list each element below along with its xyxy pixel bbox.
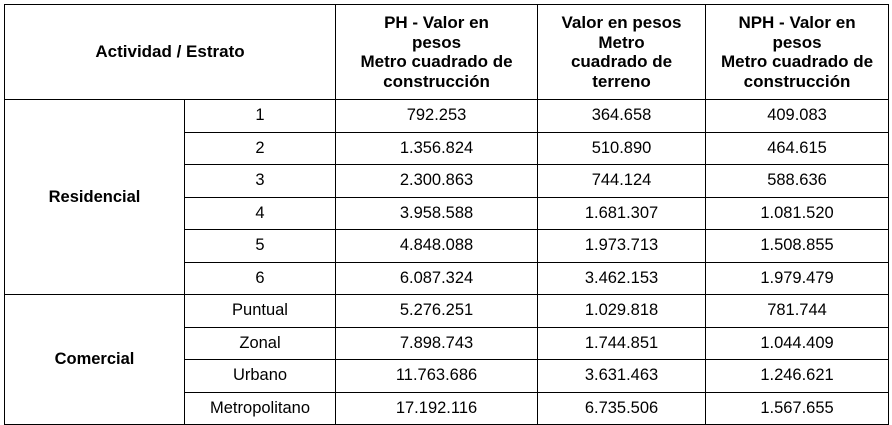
ph-value-cell: 17.192.116 (335, 391, 539, 425)
header-terreno-line: Metro (598, 32, 645, 52)
header-nph-valor-construccion: NPH - Valor en pesos Metro cuadrado de c… (705, 4, 890, 100)
nph-value-cell: 464.615 (705, 131, 890, 165)
header-terreno-line: Valor en pesos (561, 13, 682, 32)
table-row: 3 2.300.863 744.124 588.636 (5, 164, 890, 198)
terreno-value-cell: 364.658 (537, 99, 707, 133)
ph-value-cell: 6.087.324 (335, 261, 539, 295)
header-ph-line: PH - Valor en (384, 13, 489, 32)
table-row: Comercial Puntual 5.276.251 1.029.818 78… (4, 294, 890, 425)
terreno-value-cell: 1.029.818 (537, 294, 707, 328)
terreno-value-cell: 6.735.506 (537, 391, 707, 425)
estrato-cell: 3 (183, 164, 337, 198)
header-ph-line: pesos (411, 32, 462, 52)
estrato-cell: 6 (183, 261, 337, 295)
nph-value-cell: 1.508.855 (705, 229, 890, 263)
header-ph-line: construcción (383, 71, 490, 91)
header-nph-line: NPH - Valor en (738, 13, 856, 32)
nph-value-cell: 588.636 (705, 164, 890, 198)
estrato-cell: 5 (183, 229, 337, 263)
table-row: 4 3.958.588 1.681.307 1.081.520 (5, 196, 890, 230)
header-nph-line: Metro cuadrado de (720, 52, 874, 71)
estrato-cell: Urbano (183, 359, 337, 393)
terreno-value-cell: 3.462.153 (537, 261, 707, 295)
estrato-cell: Zonal (183, 326, 337, 360)
estrato-cell: Puntual (183, 294, 337, 328)
header-terreno-line: cuadrado de (570, 52, 673, 71)
table-row: Metropolitano 17.192.116 6.735.506 1.567… (5, 391, 890, 425)
nph-value-cell: 1.246.621 (705, 359, 890, 393)
table-row: Urbano 11.763.686 3.631.463 1.246.621 (5, 359, 890, 393)
header-actividad-estrato: Actividad / Estrato (3, 4, 337, 100)
ph-value-cell: 1.356.824 (335, 131, 539, 165)
terreno-value-cell: 1.744.851 (537, 326, 707, 360)
group-label-residencial: Residencial (4, 99, 185, 295)
header-nph-line: construcción (743, 71, 851, 91)
table-row: Zonal 7.898.743 1.744.851 1.044.409 (5, 326, 890, 360)
header-valor-terreno: Valor en pesos Metro cuadrado de terreno (537, 4, 707, 100)
ph-value-cell: 5.276.251 (335, 294, 539, 328)
valuation-table: Actividad / Estrato PH - Valor en pesos … (3, 4, 890, 425)
terreno-value-cell: 3.631.463 (537, 359, 707, 393)
terreno-value-cell: 1.973.713 (537, 229, 707, 263)
nph-value-cell: 1.567.655 (705, 391, 890, 425)
nph-value-cell: 1.081.520 (705, 196, 890, 230)
table-row: 5 4.848.088 1.973.713 1.508.855 (5, 229, 890, 263)
estrato-cell: 1 (183, 99, 337, 133)
ph-value-cell: 4.848.088 (335, 229, 539, 263)
table-row: 6 6.087.324 3.462.153 1.979.479 (5, 261, 890, 295)
header-ph-valor-construccion: PH - Valor en pesos Metro cuadrado de co… (335, 4, 539, 100)
header-terreno-line: terreno (592, 71, 651, 91)
ph-value-cell: 2.300.863 (335, 164, 539, 198)
ph-value-cell: 3.958.588 (335, 196, 539, 230)
terreno-value-cell: 744.124 (537, 164, 707, 198)
nph-value-cell: 781.744 (705, 294, 890, 328)
estrato-cell: Metropolitano (183, 391, 337, 425)
ph-value-cell: 11.763.686 (335, 359, 539, 393)
table-row: Residencial 1 792.253 364.658 409.083 (4, 99, 890, 295)
header-nph-line: pesos (772, 32, 822, 52)
header-ph-line: Metro cuadrado de (360, 52, 513, 71)
nph-value-cell: 409.083 (705, 99, 890, 133)
group-label-comercial: Comercial (4, 294, 185, 425)
table-header-row: Actividad / Estrato PH - Valor en pesos … (3, 4, 890, 100)
estrato-cell: 4 (183, 196, 337, 230)
estrato-cell: 2 (183, 131, 337, 165)
nph-value-cell: 1.979.479 (705, 261, 890, 295)
terreno-value-cell: 1.681.307 (537, 196, 707, 230)
ph-value-cell: 792.253 (335, 99, 539, 133)
ph-value-cell: 7.898.743 (335, 326, 539, 360)
nph-value-cell: 1.044.409 (705, 326, 890, 360)
terreno-value-cell: 510.890 (537, 131, 707, 165)
